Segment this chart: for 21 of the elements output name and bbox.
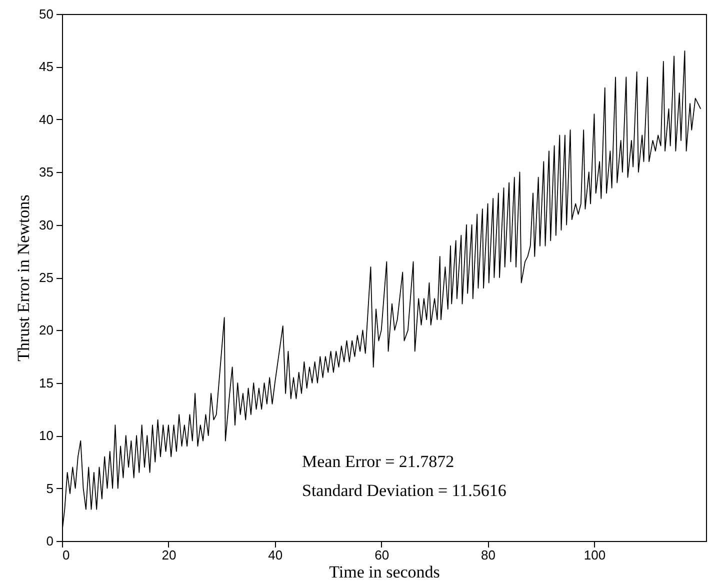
y-tick-label: 10 [39, 428, 54, 444]
x-tick-label: 40 [268, 548, 283, 562]
y-tick-label: 40 [39, 112, 54, 127]
y-tick-label: 30 [39, 217, 54, 232]
x-tick-label: 80 [481, 548, 496, 562]
y-axis-title: Thrust Error in Newtons [14, 194, 34, 362]
y-tick-label: 15 [39, 375, 54, 390]
x-tick-label: 100 [584, 548, 606, 562]
y-tick-label: 35 [39, 164, 54, 180]
y-tick-label: 45 [39, 59, 54, 74]
y-tick-label: 0 [46, 534, 54, 548]
y-tick-label: 50 [39, 6, 54, 22]
x-tick-label: 20 [162, 548, 176, 562]
annotation: Standard Deviation = 11.5616 [302, 481, 506, 500]
y-tick-label: 25 [39, 270, 54, 285]
annotation: Mean Error = 21.7872 [302, 452, 454, 471]
x-tick-label: 0 [62, 548, 70, 562]
x-axis-title: Time in seconds [329, 562, 440, 582]
x-tick-label: 60 [374, 548, 390, 562]
y-tick-label: 20 [39, 322, 54, 338]
y-tick-label: 5 [46, 480, 54, 496]
